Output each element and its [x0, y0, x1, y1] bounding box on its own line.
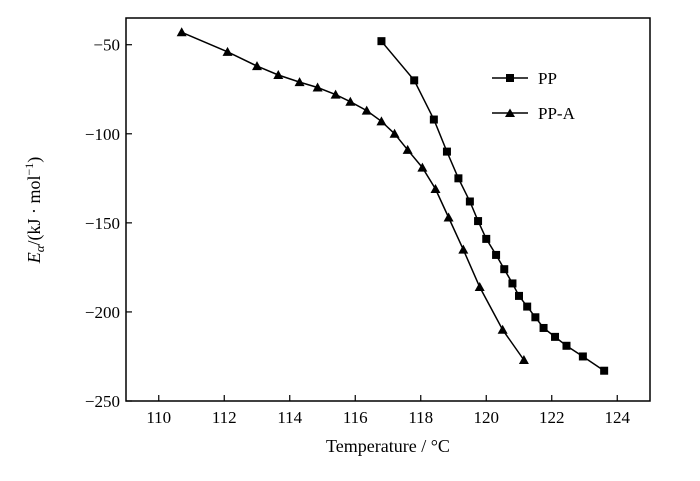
series-0-point-16: [562, 341, 571, 350]
series-0-point-18: [600, 366, 609, 375]
x-tick-label-120: 120: [474, 408, 500, 427]
y-tick-label-3: −200: [85, 303, 120, 322]
series-1-point-10: [389, 128, 400, 138]
y-axis-label: Eα/(kJ · mol−1): [22, 157, 47, 265]
y-tick-label-2: −150: [85, 214, 120, 233]
plot-frame: [125, 17, 651, 402]
series-0-point-5: [465, 197, 474, 206]
series-1-point-7: [345, 96, 356, 106]
series-0-point-3: [442, 147, 451, 156]
y-axis-label-unit-post: ): [24, 157, 45, 163]
x-tick-label-118: 118: [408, 408, 433, 427]
series-1-point-12: [417, 162, 428, 172]
series-1-point-9: [376, 116, 387, 126]
series-1-point-16: [474, 281, 485, 291]
series-0-point-10: [508, 279, 517, 288]
series-0-point-1: [410, 76, 419, 85]
series-0-point-11: [515, 291, 523, 300]
y-axis-label-sub: α: [32, 244, 47, 252]
series-0-point-6: [474, 217, 483, 226]
series-1-point-6: [330, 89, 341, 99]
x-tick-label-124: 124: [605, 408, 631, 427]
series-1-point-8: [361, 105, 372, 115]
x-tick-label-114: 114: [277, 408, 302, 427]
series-0-point-17: [578, 352, 587, 361]
series-1-point-4: [294, 77, 305, 87]
series-1-point-18: [518, 355, 529, 365]
series-0-point-7: [482, 234, 491, 243]
y-tick-label-4: −250: [85, 392, 120, 411]
series-0-point-14: [539, 323, 548, 332]
y-axis-label-unit-pre: /(kJ · mol: [24, 175, 45, 245]
legend-marker-pp: [506, 74, 514, 82]
y-tick-label-1: −100: [85, 125, 120, 144]
x-axis-label: Temperature / °C: [326, 436, 450, 456]
series-1-point-5: [312, 82, 323, 92]
series-0-point-12: [523, 302, 532, 311]
series-line-1: [181, 31, 525, 361]
legend: PP PP-A: [492, 69, 576, 123]
series-0-point-15: [551, 332, 560, 341]
legend-label-ppa: PP-A: [538, 104, 576, 123]
series-1-point-0: [176, 27, 187, 37]
series-line-0: [380, 40, 605, 372]
series-1-point-3: [273, 70, 284, 80]
y-axis-label-unit-sup: −1: [22, 163, 36, 176]
x-tick-label-112: 112: [212, 408, 237, 427]
x-tick-label-110: 110: [146, 408, 171, 427]
x-tick-label-122: 122: [539, 408, 565, 427]
series-0-point-2: [429, 115, 438, 124]
series-1-point-14: [443, 212, 454, 222]
series-1-point-11: [402, 144, 413, 154]
series-1-point-1: [222, 46, 233, 56]
series-0-point-13: [531, 313, 540, 322]
series-layer: [176, 27, 609, 375]
ticks-group: 110 112 114 116 118 120 122 124 −50 −100 −150 −200 −…: [85, 36, 631, 427]
legend-label-pp: PP: [538, 69, 557, 88]
y-axis-label-main: E: [24, 252, 44, 264]
series-1-point-13: [430, 184, 441, 194]
series-1-point-17: [497, 324, 508, 334]
legend-marker-ppa: [505, 108, 515, 117]
series-0-point-9: [500, 265, 509, 274]
series-1-point-15: [458, 244, 469, 254]
x-tick-label-116: 116: [343, 408, 368, 427]
y-tick-label-0: −50: [93, 36, 120, 55]
series-0-point-4: [454, 174, 463, 183]
series-1-point-2: [252, 61, 262, 71]
series-0-point-0: [377, 37, 386, 46]
series-0-point-8: [492, 250, 501, 259]
